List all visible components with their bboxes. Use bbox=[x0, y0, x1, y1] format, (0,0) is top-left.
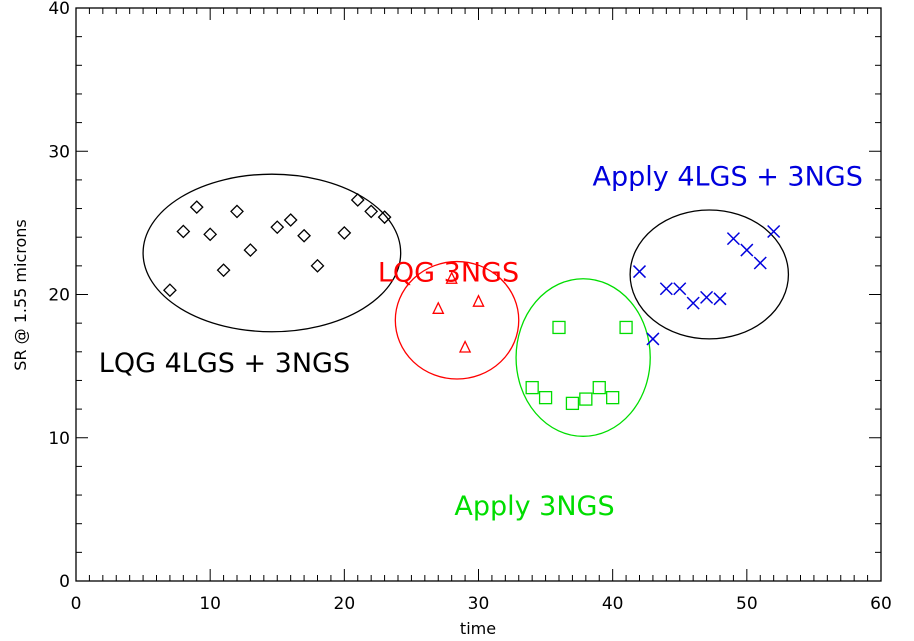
y-tick-label: 10 bbox=[48, 429, 70, 449]
square-point bbox=[592, 380, 606, 395]
x-point bbox=[673, 282, 687, 296]
annotations: LQG 4LGS + 3NGS LQG 3NGS Apply 3NGS Apply 4… bbox=[99, 162, 863, 522]
annotation-label: LQG 3NGS bbox=[378, 258, 519, 289]
x-tick-label: 30 bbox=[468, 594, 490, 614]
y-tick-label: 30 bbox=[48, 142, 70, 162]
x-tick-label: 0 bbox=[71, 594, 82, 614]
axis-ticks bbox=[75, 7, 882, 582]
square-point bbox=[606, 390, 620, 405]
diamond-point bbox=[364, 204, 379, 219]
square-point bbox=[525, 380, 539, 395]
x-point bbox=[700, 290, 714, 304]
x-axis-title: time bbox=[460, 619, 496, 638]
triangle-point bbox=[472, 294, 485, 307]
square-point bbox=[619, 320, 633, 335]
square-point bbox=[565, 396, 580, 411]
diamond-point bbox=[283, 213, 298, 227]
y-tick-label: 20 bbox=[48, 286, 70, 306]
axis-tick-labels: 0 10 20 30 40 50 60 0 10 20 30 40 bbox=[48, 0, 891, 614]
square-point bbox=[538, 390, 553, 405]
diamond-point bbox=[337, 225, 352, 240]
diamond-point bbox=[310, 258, 325, 273]
diamond-point bbox=[216, 263, 231, 278]
cluster-ellipse bbox=[515, 278, 651, 437]
diamond-point bbox=[350, 193, 365, 207]
diamond-point bbox=[176, 224, 191, 239]
x-point bbox=[632, 265, 647, 279]
diamond-point bbox=[189, 200, 204, 215]
x-point bbox=[767, 224, 781, 239]
x-point bbox=[740, 243, 754, 257]
x-point bbox=[753, 256, 767, 270]
x-point bbox=[659, 282, 673, 296]
x-tick-label: 50 bbox=[736, 594, 758, 614]
annotation-label: LQG 4LGS + 3NGS bbox=[99, 348, 350, 379]
triangle-point bbox=[458, 340, 472, 353]
diamond-point bbox=[230, 204, 244, 219]
annotation-label: Apply 4LGS + 3NGS bbox=[593, 162, 863, 193]
diamond-point bbox=[203, 227, 218, 242]
square-point bbox=[579, 392, 593, 406]
x-tick-label: 10 bbox=[199, 594, 221, 614]
diamond-point bbox=[377, 210, 392, 225]
y-tick-label: 40 bbox=[48, 0, 70, 19]
y-tick-label: 0 bbox=[59, 572, 70, 592]
diamond-point bbox=[162, 283, 177, 298]
triangle-point bbox=[432, 301, 445, 314]
x-point bbox=[713, 292, 727, 306]
x-point bbox=[686, 296, 700, 310]
x-tick-label: 40 bbox=[602, 594, 624, 614]
diamond-point bbox=[243, 243, 258, 258]
x-tick-label: 60 bbox=[870, 594, 892, 614]
x-tick-label: 20 bbox=[334, 594, 356, 614]
triangle-point bbox=[445, 271, 458, 284]
y-axis-title: SR @ 1.55 microns bbox=[11, 219, 30, 370]
cluster-ellipse bbox=[629, 209, 790, 340]
cluster-ellipse bbox=[394, 260, 520, 380]
cluster-ellipse bbox=[142, 173, 402, 333]
x-point bbox=[726, 232, 740, 246]
cluster-ellipses bbox=[142, 173, 790, 437]
x-point bbox=[646, 332, 660, 346]
diamond-point bbox=[297, 228, 312, 243]
annotation-label: Apply 3NGS bbox=[454, 491, 614, 522]
data-points bbox=[162, 193, 781, 411]
diamond-point bbox=[270, 220, 285, 235]
square-point bbox=[552, 320, 566, 335]
